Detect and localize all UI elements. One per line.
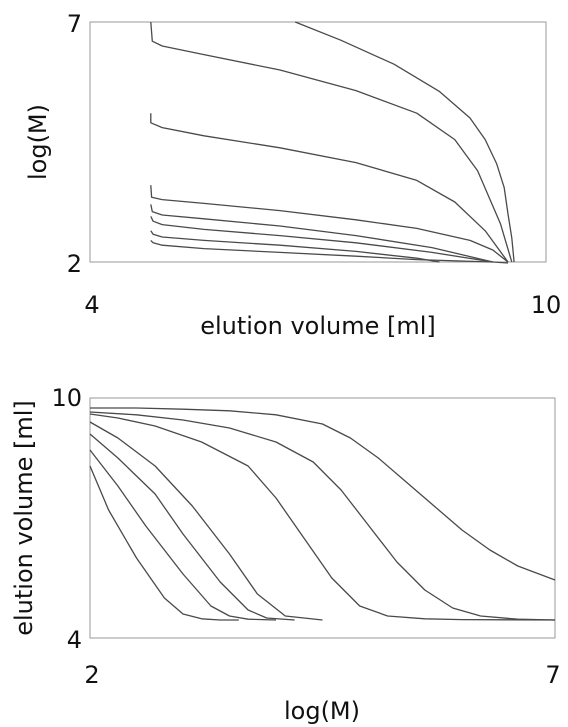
bottom-curve-1 — [89, 465, 239, 621]
bottom-chart: 10 4 2 7 log(M) elution volume [ml] — [10, 384, 561, 725]
top-ytick-min: 2 — [67, 250, 82, 278]
top-y-axis-label: log(M) — [24, 104, 52, 180]
bottom-plot-frame — [89, 397, 556, 639]
bottom-curve-4 — [89, 421, 323, 621]
top-curve-4 — [150, 204, 493, 263]
top-curve-6 — [150, 113, 509, 263]
top-chart: 7 2 4 10 elution volume [ml] log(M) — [24, 10, 561, 340]
bottom-ytick-max: 10 — [51, 384, 82, 412]
bottom-xtick-min: 2 — [84, 661, 99, 689]
top-curve-3 — [150, 216, 493, 263]
top-xtick-min: 4 — [84, 291, 99, 319]
top-plot-frame — [89, 21, 547, 263]
bottom-curve-7 — [90, 407, 556, 581]
top-curve-2 — [150, 230, 440, 263]
top-curves — [150, 21, 515, 264]
bottom-curve-5 — [89, 413, 556, 621]
bottom-curves — [89, 407, 556, 621]
top-curve-8 — [294, 21, 515, 263]
bottom-curve-3 — [89, 433, 295, 621]
top-curve-5 — [150, 185, 509, 263]
top-ytick-max: 7 — [67, 10, 82, 38]
bottom-curve-6 — [89, 411, 556, 621]
top-curve-7 — [150, 21, 513, 263]
bottom-curve-2 — [89, 449, 277, 621]
top-x-axis-label: elution volume [ml] — [200, 312, 436, 340]
top-xtick-max: 10 — [531, 291, 562, 319]
top-curve-1 — [150, 239, 509, 264]
bottom-x-axis-label: log(M) — [284, 697, 360, 725]
bottom-ytick-min: 4 — [67, 626, 82, 654]
bottom-xtick-max: 7 — [545, 661, 560, 689]
bottom-y-axis-label: elution volume [ml] — [10, 400, 38, 636]
